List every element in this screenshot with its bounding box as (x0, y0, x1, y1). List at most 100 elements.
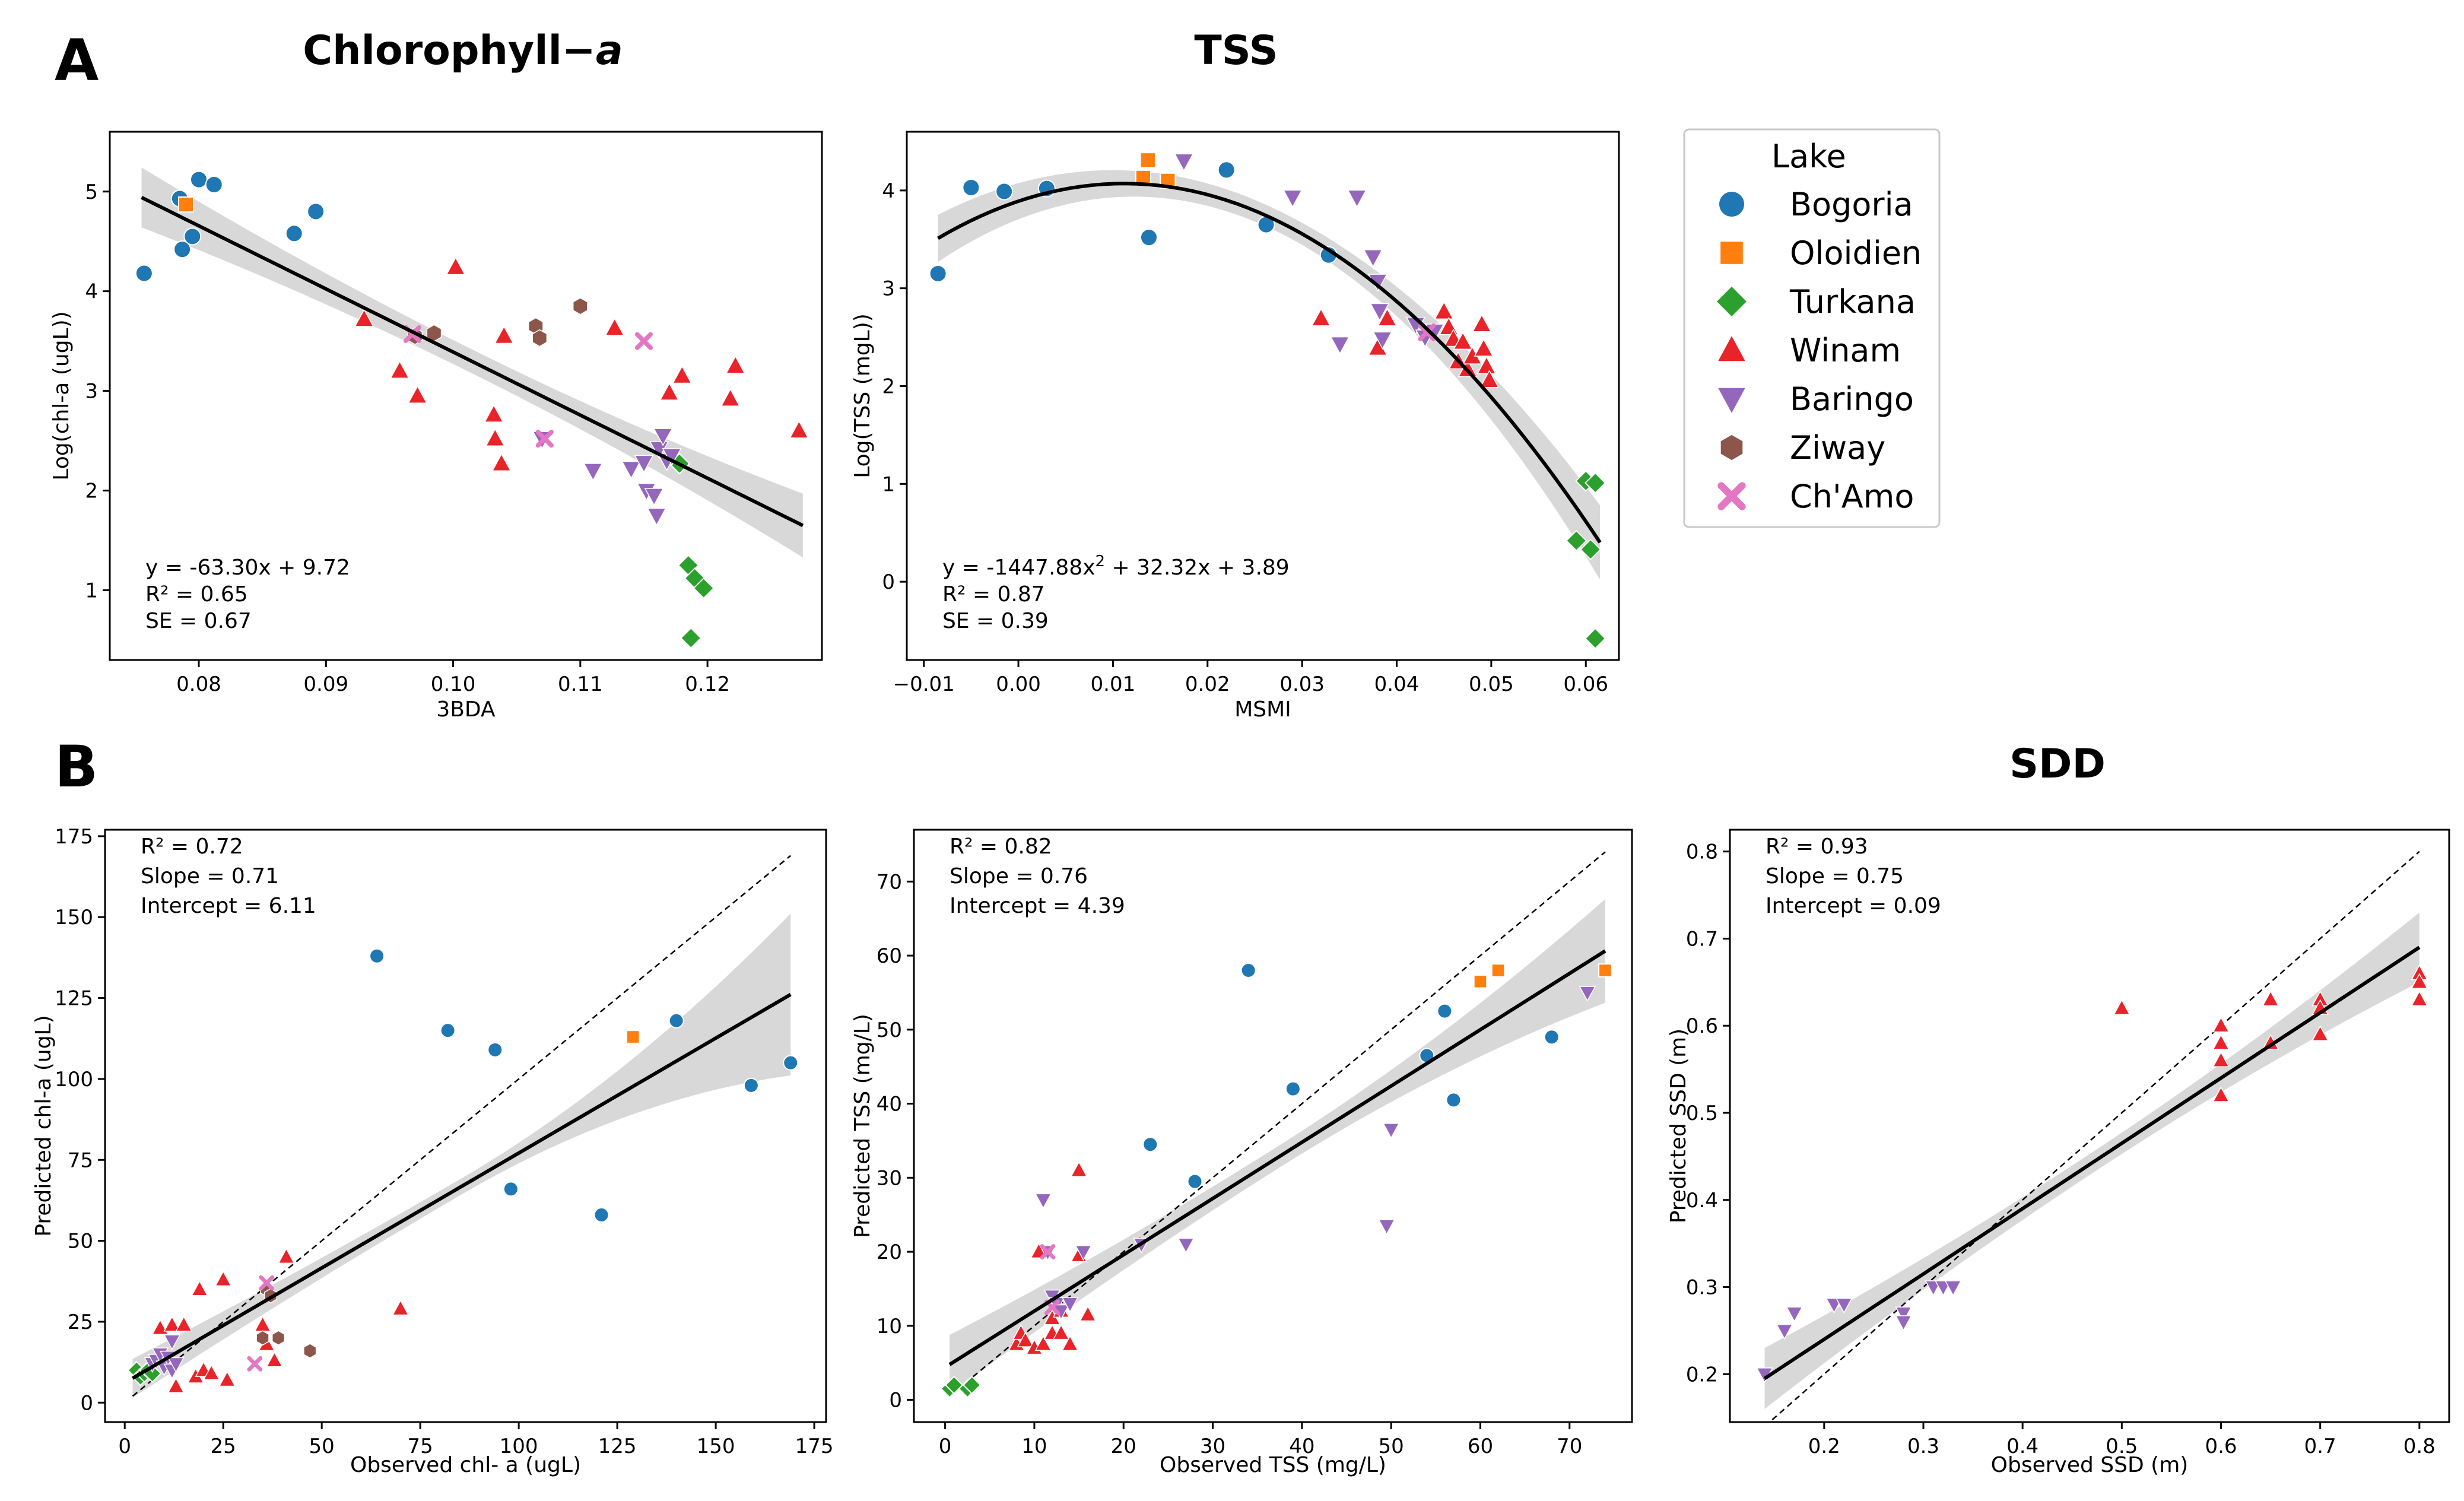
x-tick-label: 0.6 (2205, 1435, 2237, 1458)
data-point (1479, 369, 1500, 388)
data-point (605, 318, 625, 336)
chl-title-italic: a (596, 27, 623, 74)
x-tick-label: 0.05 (1469, 672, 1514, 696)
x-tick-label: 0.01 (1091, 672, 1136, 696)
data-point (1895, 1315, 1912, 1331)
data-point (1311, 308, 1331, 326)
x-tick-label: 0.7 (2304, 1435, 2336, 1458)
fit-equation-exponent: 2 (1096, 553, 1106, 570)
data-point (1061, 1335, 1079, 1351)
legend-entry-winam: Winam (1716, 332, 1901, 369)
legend-label: Winam (1790, 332, 1901, 369)
y-tick-label: 0.8 (1686, 840, 1718, 864)
data-point (1491, 963, 1506, 978)
y-tick-label: 4 (882, 179, 895, 203)
data-point (2411, 990, 2428, 1007)
data-point (621, 461, 642, 480)
chart-pred_tss: 0 10 20 30 40 50 60 70 0 10 20 30 40 50 60 70 Observed T… (850, 829, 1633, 1477)
data-point (1453, 331, 1473, 350)
legend-label: Ch'Amo (1790, 478, 1914, 515)
data-point (1282, 189, 1303, 208)
x-tick-label: 0.09 (303, 672, 348, 696)
data-point (646, 507, 666, 526)
data-point (962, 178, 980, 196)
data-point (1034, 1335, 1052, 1351)
x-tick-label: 40 (1289, 1435, 1314, 1458)
regression-line (141, 195, 804, 528)
data-point (1382, 1123, 1400, 1139)
legend-entry-ziway: Ziway (1720, 429, 1885, 467)
data-point (167, 1377, 185, 1394)
data-point (693, 577, 715, 599)
data-point (1139, 229, 1158, 246)
y-tick-label: 1 (882, 472, 895, 496)
data-point (1177, 1237, 1195, 1254)
data-point (1240, 963, 1256, 979)
stats-annotation: R² = 0.65 (145, 582, 248, 607)
data-point (285, 224, 303, 243)
chart-chl: 0.08 0.09 0.10 0.11 0.12 1 2 3 4 5 3BDA Log(chl-a (… (49, 131, 823, 722)
y-tick-label: 60 (877, 944, 902, 968)
data-point (1418, 323, 1436, 341)
stats-annotation: R² = 0.72 (141, 834, 243, 859)
x-tick-label: 0.8 (2403, 1435, 2436, 1458)
data-point (1944, 1280, 1962, 1296)
stats-annotation: Slope = 0.71 (141, 864, 279, 888)
legend-entry-oloidien: Oloidien (1719, 234, 1922, 272)
legend-marker-turkana (1715, 285, 1748, 318)
data-point (1330, 336, 1350, 355)
plot-area-pred_chl (127, 855, 799, 1398)
y-tick-label: 20 (877, 1240, 902, 1264)
y-tick-label: 0 (80, 1391, 93, 1415)
series-bogoria (135, 170, 325, 283)
regression-line (131, 992, 792, 1380)
panel-label-a: A (55, 27, 99, 94)
series-oloidien (625, 1030, 640, 1044)
data-point (218, 1370, 236, 1387)
data-point (929, 264, 947, 283)
data-point (1434, 301, 1454, 320)
plot-area-chl (135, 167, 809, 649)
data-point (672, 365, 692, 384)
regression-line (937, 182, 1602, 544)
data-point (634, 332, 653, 350)
data-point (183, 227, 202, 246)
legend-label: Bogoria (1790, 186, 1913, 223)
y-tick-label: 3 (882, 277, 895, 301)
data-point (532, 329, 548, 347)
x-axis-label: Observed TSS (mg/L) (1160, 1453, 1386, 1477)
data-point (408, 385, 428, 404)
y-axis-label: Log(TSS (mgL)) (850, 313, 875, 478)
legend-entry-baringo: Baringo (1716, 380, 1914, 418)
data-point (503, 1181, 519, 1197)
x-axis-label: Observed SSD (m) (1991, 1453, 2189, 1477)
axes-frame (913, 829, 1633, 1423)
y-tick-label: 100 (55, 1068, 93, 1091)
data-point (1473, 974, 1488, 989)
y-tick-label: 70 (877, 870, 902, 894)
data-point (1285, 1081, 1301, 1097)
x-tick-label: 0.06 (1563, 672, 1608, 696)
y-tick-label: 125 (55, 987, 93, 1011)
data-point (1377, 308, 1398, 326)
data-point (1070, 1161, 1088, 1177)
data-point (2262, 990, 2279, 1007)
data-point (653, 428, 673, 446)
legend-frame (1683, 128, 1941, 528)
panel-label-b: B (55, 734, 98, 800)
y-tick-label: 1 (85, 579, 98, 602)
data-point (494, 325, 514, 344)
stats-annotation: y = -63.30x + 9.72 (145, 556, 350, 580)
fit-equation-part: + 32.32x + 3.89 (1105, 556, 1290, 580)
regression-line (1763, 945, 2421, 1381)
x-axis-label: 3BDA (436, 697, 496, 722)
data-point (583, 463, 603, 481)
series-turkana (940, 1375, 982, 1398)
series-baringo (1756, 1280, 1962, 1383)
data-point (1584, 627, 1606, 649)
data-point (2113, 999, 2130, 1015)
data-point (256, 1330, 269, 1346)
y-tick-label: 40 (877, 1093, 902, 1116)
confidence-band (132, 913, 791, 1398)
